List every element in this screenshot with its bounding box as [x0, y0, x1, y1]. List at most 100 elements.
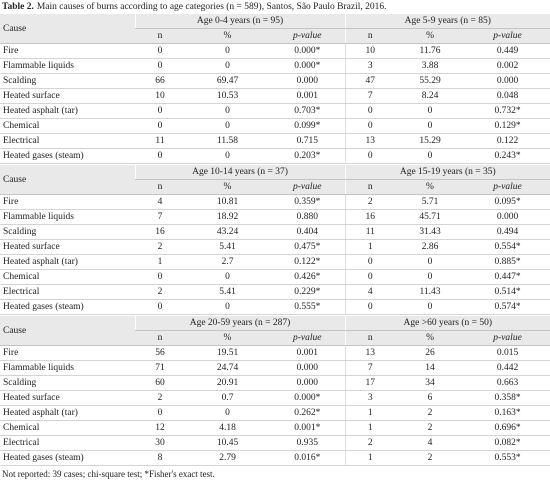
value-cell: 0.715 [270, 133, 346, 149]
value-cell: 11 [344, 224, 396, 240]
sub-header: n [135, 28, 185, 44]
value-cell: 7 [344, 360, 396, 376]
data-table: Cause Age 20-59 years (n = 287) Age >60 ye… [0, 316, 550, 466]
data-row: Chemical 12 4.18 0.001* 1 2 0.696* [0, 420, 550, 436]
value-cell: 8.24 [395, 88, 466, 104]
value-cell: 13 [344, 133, 396, 149]
value-cell: 0 [135, 299, 185, 315]
value-cell: 12 [135, 420, 185, 436]
data-row: Heated asphalt (tar) 0 0 0.703* 0 0 0.732* [0, 103, 550, 119]
value-cell: 0.015 [465, 345, 550, 361]
cause-cell: Scalding [0, 224, 135, 240]
cause-cell: Fire [0, 194, 135, 210]
data-row: Heated asphalt (tar) 0 0 0.262* 1 2 0.163* [0, 405, 550, 421]
value-cell: 1 [344, 450, 396, 466]
value-cell: 0 [185, 148, 270, 164]
value-cell: 4 [395, 435, 466, 451]
value-cell: 0 [135, 118, 185, 134]
value-cell: 0.359* [270, 194, 346, 210]
value-cell: 20.91 [185, 375, 270, 391]
value-cell: 18.92 [185, 209, 270, 225]
group-header-row: Cause Age 20-59 years (n = 287) Age >60 ye… [0, 316, 550, 346]
value-cell: 2 [395, 420, 466, 436]
value-cell: 3 [344, 390, 396, 406]
data-row: Heated surface 2 5.41 0.475* 1 2.86 0.554* [0, 239, 550, 255]
value-cell: 0 [185, 269, 270, 285]
value-cell: 0 [185, 118, 270, 134]
value-cell: 0.442 [465, 360, 550, 376]
data-row: Fire 0 0 0.000* 10 11.76 0.449 [0, 43, 550, 59]
cause-cell: Scalding [0, 73, 135, 89]
cause-header: Cause [0, 165, 135, 195]
group-header: Age 20-59 years (n = 287) [134, 316, 346, 331]
value-cell: 11.58 [185, 133, 270, 149]
value-cell: 0.574* [465, 299, 550, 315]
sub-header: p-value [270, 28, 346, 44]
group-header: Age 15-19 years (n = 35) [344, 165, 550, 180]
cause-cell: Flammable liquids [0, 58, 135, 74]
group-header: Age 5-9 years (n = 85) [344, 14, 550, 29]
cause-cell: Flammable liquids [0, 209, 135, 225]
value-cell: 0 [344, 254, 396, 270]
value-cell: 0.002 [465, 58, 550, 74]
cause-cell: Electrical [0, 435, 135, 451]
sub-header: % [185, 28, 270, 44]
data-row: Electrical 11 11.58 0.715 13 15.29 0.122 [0, 133, 550, 149]
value-cell: 0.553* [465, 450, 550, 466]
data-row: Heated gases (steam) 0 0 0.203* 0 0 0.243* [0, 148, 550, 164]
value-cell: 0 [395, 148, 466, 164]
value-cell: 2 [344, 194, 396, 210]
cause-cell: Electrical [0, 133, 135, 149]
cause-cell: Flammable liquids [0, 360, 135, 376]
data-row: Heated gases (steam) 8 2.79 0.016* 1 2 0.553* [0, 450, 550, 466]
value-cell: 0.404 [270, 224, 346, 240]
value-cell: 0.001* [270, 420, 346, 436]
data-table: Cause Age 10-14 years (n = 37) Age 15-19 y… [0, 165, 550, 315]
value-cell: 19.51 [185, 345, 270, 361]
value-cell: 16 [135, 224, 185, 240]
value-cell: 26 [395, 345, 466, 361]
value-cell: 0.001 [270, 345, 346, 361]
value-cell: 0 [185, 58, 270, 74]
value-cell: 0 [185, 43, 270, 59]
value-cell: 1 [135, 254, 185, 270]
value-cell: 0 [135, 103, 185, 119]
value-cell: 1 [344, 405, 396, 421]
value-cell: 0.475* [270, 239, 346, 255]
value-cell: 0 [344, 148, 396, 164]
value-cell: 2 [344, 435, 396, 451]
data-table: Cause Age 0-4 years (n = 95) Age 5-9 years… [0, 14, 550, 164]
data-row: Flammable liquids 7 18.92 0.880 16 45.71 0.000 [0, 209, 550, 225]
data-row: Chemical 0 0 0.426* 0 0 0.447* [0, 269, 550, 285]
value-cell: 66 [135, 73, 185, 89]
value-cell: 0.016* [270, 450, 346, 466]
value-cell: 5.71 [395, 194, 466, 210]
value-cell: 17 [344, 375, 396, 391]
data-row: Scalding 16 43.24 0.404 11 31.43 0.494 [0, 224, 550, 240]
data-row: Fire 56 19.51 0.001 13 26 0.015 [0, 345, 550, 361]
cause-cell: Chemical [0, 269, 135, 285]
value-cell: 0.203* [270, 148, 346, 164]
cause-cell: Heated gases (steam) [0, 450, 135, 466]
value-cell: 69.47 [185, 73, 270, 89]
sub-header: n [135, 179, 185, 195]
value-cell: 0.880 [270, 209, 346, 225]
value-cell: 0.885* [465, 254, 550, 270]
value-cell: 0.000* [270, 390, 346, 406]
value-cell: 10.53 [185, 88, 270, 104]
sub-header: % [185, 179, 270, 195]
value-cell: 0.000 [270, 375, 346, 391]
value-cell: 2.79 [185, 450, 270, 466]
value-cell: 2 [135, 239, 185, 255]
value-cell: 0 [135, 58, 185, 74]
sub-header: p-value [465, 28, 550, 44]
sub-header: p-value [465, 179, 550, 195]
value-cell: 0.048 [465, 88, 550, 104]
value-cell: 0.122* [270, 254, 346, 270]
value-cell: 3.88 [395, 58, 466, 74]
value-cell: 2 [395, 450, 466, 466]
value-cell: 13 [344, 345, 396, 361]
data-row: Heated asphalt (tar) 1 2.7 0.122* 0 0 0.885* [0, 254, 550, 270]
data-row: Scalding 66 69.47 0.000 47 55.29 0.000 [0, 73, 550, 89]
value-cell: 7 [344, 88, 396, 104]
